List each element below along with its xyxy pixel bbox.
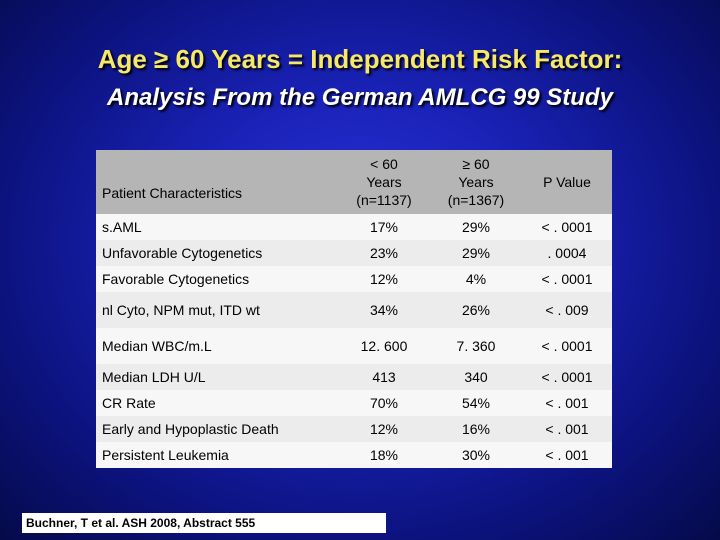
- cell-p-value: < . 001: [545, 395, 589, 411]
- table-header-row: Patient Characteristics < 60 Years (n=11…: [96, 150, 612, 214]
- row-label: Persistent Leukemia: [102, 447, 229, 463]
- row-label: Favorable Cytogenetics: [102, 271, 250, 287]
- row-label: s.AML: [102, 219, 142, 235]
- table-row: Median WBC/m.L 12. 600 7. 360 < . 0001: [96, 328, 612, 364]
- row-label: CR Rate: [102, 395, 156, 411]
- cell-over-60: 340: [464, 369, 488, 385]
- table-row: Favorable Cytogenetics 12% 4% < . 0001: [96, 266, 612, 292]
- cell-over-60: 26%: [461, 302, 491, 318]
- row-label: nl Cyto, NPM mut, ITD wt: [102, 302, 260, 318]
- characteristics-table: Patient Characteristics < 60 Years (n=11…: [96, 150, 612, 468]
- table-row: nl Cyto, NPM mut, ITD wt 34% 26% < . 009: [96, 292, 612, 328]
- cell-p-value: < . 0001: [541, 369, 593, 385]
- cell-p-value: < . 0001: [541, 219, 593, 235]
- header-over-60: ≥ 60 Years (n=1367): [430, 150, 522, 214]
- row-label: Unfavorable Cytogenetics: [102, 245, 263, 261]
- cell-under-60: 18%: [369, 447, 399, 463]
- slide-title: Age ≥ 60 Years = Independent Risk Factor…: [97, 44, 623, 74]
- cell-p-value: < . 001: [545, 421, 589, 437]
- row-label: Median WBC/m.L: [102, 338, 212, 354]
- cell-under-60: 70%: [369, 395, 399, 411]
- cell-p-value: < . 0001: [541, 271, 593, 287]
- table-row: Unfavorable Cytogenetics 23% 29% . 0004: [96, 240, 612, 266]
- cell-over-60: 16%: [461, 421, 491, 437]
- cell-over-60: 29%: [461, 245, 491, 261]
- table-row: Early and Hypoplastic Death 12% 16% < . …: [96, 416, 612, 442]
- cell-under-60: 413: [372, 369, 396, 385]
- table-row: Median LDH U/L 413 340 < . 0001: [96, 364, 612, 390]
- cell-under-60: 23%: [369, 245, 399, 261]
- cell-p-value: . 0004: [547, 245, 587, 261]
- header-patient-characteristics: Patient Characteristics: [96, 150, 338, 214]
- row-label: Median LDH U/L: [102, 369, 206, 385]
- header-p-value: P Value: [522, 150, 612, 214]
- cell-under-60: 34%: [369, 302, 399, 318]
- cell-over-60: 29%: [461, 219, 491, 235]
- cell-over-60: 54%: [461, 395, 491, 411]
- cell-over-60: 30%: [461, 447, 491, 463]
- table-row: s.AML 17% 29% < . 0001: [96, 214, 612, 240]
- cell-over-60: 7. 360: [456, 338, 496, 354]
- table-row: CR Rate 70% 54% < . 001: [96, 390, 612, 416]
- cell-under-60: 12%: [369, 271, 399, 287]
- header-under-60: < 60 Years (n=1137): [338, 150, 430, 214]
- slide-subtitle: Analysis From the German AMLCG 99 Study: [107, 84, 613, 111]
- cell-over-60: 4%: [465, 271, 487, 287]
- cell-under-60: 17%: [369, 219, 399, 235]
- row-label: Early and Hypoplastic Death: [102, 421, 279, 437]
- table-row: Persistent Leukemia 18% 30% < . 001: [96, 442, 612, 468]
- cell-p-value: < . 001: [545, 447, 589, 463]
- cell-under-60: 12%: [369, 421, 399, 437]
- cell-p-value: < . 0001: [541, 338, 593, 354]
- cell-under-60: 12. 600: [360, 338, 408, 354]
- citation: Buchner, T et al. ASH 2008, Abstract 555: [22, 513, 386, 533]
- cell-p-value: < . 009: [545, 302, 589, 318]
